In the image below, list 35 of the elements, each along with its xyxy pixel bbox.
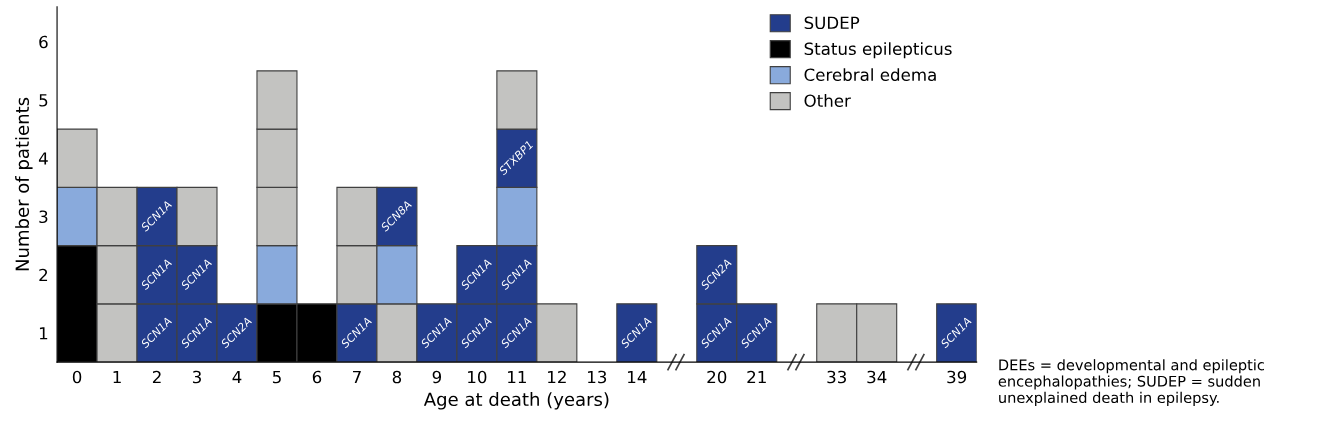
x-tick-label: 20 [707,370,727,384]
legend-label: Cerebral edema [804,68,936,82]
x-tick-label: 33 [827,370,846,384]
y-tick-label: 1 [39,327,48,340]
x-tick-label: 21 [747,370,766,384]
text: DEEs = developmental and epileptic encephalopathies; SUDEP = sudden unexplained death in epilepsy. [998,359,1264,406]
x-tick-label: 39 [947,370,967,384]
x-tick-label: 1 [113,370,121,384]
y-tick-label: 3 [39,210,48,224]
y-tick-label: 6 [39,35,48,49]
x-tick-label: 14 [628,370,647,384]
y-tick-label: 2 [39,268,48,282]
x-tick-label: 5 [272,370,281,384]
legend-label: Other [804,94,851,107]
y-axis-title: Number of patients [15,97,33,271]
x-tick-label: 2 [152,370,161,384]
x-tick-label: 4 [232,370,242,384]
x-tick-label: 13 [588,370,607,384]
x-tick-label: 7 [353,370,361,384]
y-tick-label: 5 [39,94,48,107]
x-tick-label: 0 [72,370,82,384]
legend-label: SUDEP [804,16,860,30]
x-tick-label: 10 [468,370,487,384]
x-tick-label: 6 [312,370,322,384]
x-tick-label: 12 [548,370,566,384]
bar [936,303,977,363]
x-tick-label: 3 [192,370,201,384]
x-tick-label: 8 [392,370,402,384]
x-tick-label: 11 [508,370,526,384]
x-tick-label: 34 [867,370,887,384]
legend-label: Status epilepticus [804,42,952,59]
y-tick-label: 4 [38,152,48,165]
x-tick-label: 9 [432,370,442,384]
bar [616,303,658,363]
x-axis-title: Age at death (years) [423,392,609,410]
